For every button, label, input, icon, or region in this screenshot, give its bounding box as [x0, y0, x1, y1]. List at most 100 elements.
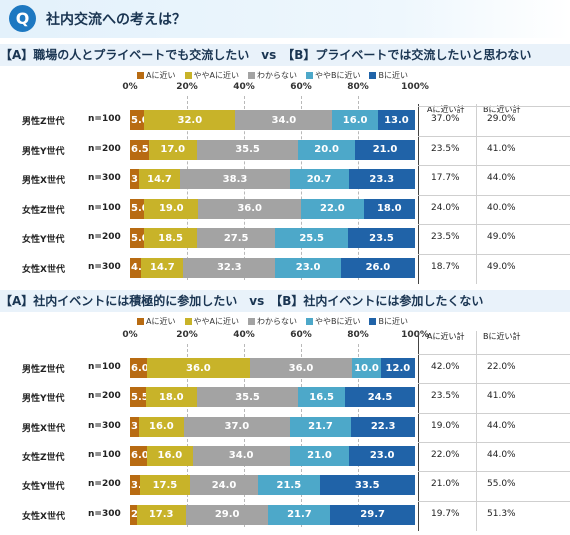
bar-value-label: 36.0	[237, 203, 263, 214]
table-cell-b-total: 44.0%	[487, 173, 516, 183]
bar-value-label: 29.7	[360, 509, 385, 520]
table-divider	[418, 104, 419, 284]
bar-segment: 2.3	[130, 504, 137, 525]
row-label: 女性X世代	[22, 264, 65, 275]
stacked-bar: 6.5 17.0 35.5 20.0 21.0	[130, 139, 415, 160]
table-cell-b-total: 55.0%	[487, 479, 516, 490]
stacked-bar: 5.0 19.0 36.0 22.0 18.0	[130, 198, 415, 219]
table-cell-b-total: 41.0%	[487, 391, 516, 402]
bar-segment: 33.5	[319, 475, 415, 496]
bar-value-label: 17.5	[152, 479, 178, 491]
bar-segment: 16.0	[332, 110, 378, 130]
table-row-line	[418, 135, 570, 137]
bar-segment: 38.3	[180, 169, 290, 189]
table-cell-b-total: 44.0%	[487, 420, 516, 431]
x-tick-label: 20%	[176, 330, 198, 340]
legend-item: ややBに近い	[305, 316, 361, 327]
bar-value-label: 23.3	[369, 173, 395, 185]
bar-value-label: 34.0	[271, 114, 297, 126]
table-cell-a-total: 21.0%	[431, 479, 460, 490]
bar-segment: 3.0	[130, 169, 139, 189]
row-label: 男性Z世代	[22, 365, 65, 375]
x-tick-label: 100%	[401, 330, 429, 340]
bar-segment: 36.0	[198, 198, 301, 219]
legend-label: ややBに近い	[314, 316, 361, 326]
bar-value-label: 22.0	[319, 203, 345, 214]
bar-value-label: 21.0	[372, 144, 398, 155]
table-cell-a-total: 24.0%	[431, 202, 460, 213]
bar-segment: 5.0	[130, 228, 145, 248]
bar-segment: 35.5	[196, 387, 299, 408]
table-header: Bに近い計	[483, 332, 521, 341]
bar-value-label: 16.0	[149, 421, 174, 433]
bar-segment: 21.7	[289, 416, 352, 437]
row-label: 女性Z世代	[22, 452, 65, 463]
bar-value-label: 3.0	[131, 173, 139, 185]
x-tick-label: 40%	[233, 330, 255, 340]
row-n-label: n=200	[88, 232, 121, 242]
x-tick-label: 80%	[347, 330, 369, 340]
table-divider	[476, 104, 477, 284]
bar-segment: 26.0	[340, 257, 415, 278]
question-header: Q 社内交流への考えは？	[0, 0, 570, 38]
row-n-label: n=200	[88, 391, 121, 402]
table-row-line	[418, 194, 570, 196]
bar-segment: 29.7	[330, 504, 415, 525]
table-cell-a-total: 19.7%	[431, 508, 460, 519]
row-n-label: n=200	[88, 479, 121, 490]
stacked-bar: 3.0 16.0 37.0 21.7 22.3	[130, 416, 415, 437]
bar-segment: 25.5	[275, 228, 349, 248]
row-label: 男性X世代	[22, 423, 65, 434]
stacked-bar: 3.0 14.7 38.3 20.7 23.3	[130, 169, 415, 189]
bar-value-label: 37.0	[224, 421, 250, 433]
bar-segment: 18.5	[144, 228, 197, 248]
x-tick-label: 60%	[290, 330, 312, 340]
legend-label: ややBに近い	[314, 70, 361, 80]
table-row-line	[418, 500, 570, 502]
bar-value-label: 35.5	[235, 144, 260, 155]
bar-segment: 5.5	[130, 387, 146, 408]
row-n-label: n=300	[88, 173, 121, 183]
table-header: Bに近い計	[483, 105, 521, 114]
legend-swatch	[305, 317, 313, 325]
legend-item: Bに近い	[369, 316, 408, 327]
bar-value-label: 34.0	[228, 450, 254, 462]
x-tick-label: 0%	[122, 82, 138, 92]
bar-value-label: 35.5	[235, 391, 260, 403]
bar-segment: 5.0	[130, 110, 145, 130]
table-header: Aに近い計	[427, 105, 465, 114]
bar-segment: 36.0	[147, 358, 250, 378]
bar-value-label: 5.5	[131, 391, 146, 403]
bar-value-label: 24.5	[367, 391, 393, 403]
legend-label: わからない	[256, 70, 297, 80]
bar-value-label: 23.0	[369, 450, 395, 462]
table-cell-b-total: 44.0%	[487, 449, 516, 460]
row-n-label: n=300	[88, 261, 121, 272]
legend-item: わからない	[247, 70, 297, 81]
table-cell-a-total: 22.0%	[431, 449, 460, 460]
stacked-bar: 6.0 16.0 34.0 21.0 23.0	[130, 445, 415, 466]
question-title: 社内交流への考えは？	[46, 12, 186, 28]
bar-segment: 16.0	[138, 416, 185, 437]
legend-swatch	[184, 71, 192, 79]
table-row-line	[418, 412, 570, 414]
bar-segment: 4.0	[130, 257, 142, 278]
row-label: 女性Y世代	[22, 482, 65, 493]
table-divider	[418, 331, 419, 531]
table-row-line	[418, 165, 570, 166]
table-cell-b-total: 29.0%	[487, 114, 516, 124]
bar-value-label: 24.0	[211, 479, 237, 491]
bar-segment: 21.5	[258, 475, 320, 496]
stacked-bar: 6.0 36.0 36.0 10.0 12.0	[130, 358, 415, 378]
bar-value-label: 29.0	[214, 509, 240, 520]
table-row-line	[418, 106, 570, 107]
bar-segment: 22.0	[300, 198, 364, 219]
row-n-label: n=100	[88, 362, 121, 372]
legend-item: ややBに近い	[305, 70, 361, 81]
table-cell-b-total: 41.0%	[487, 143, 516, 154]
legend-swatch	[369, 317, 377, 325]
bar-segment: 16.5	[298, 387, 346, 408]
bar-value-label: 26.0	[365, 262, 391, 273]
bar-segment: 36.0	[249, 358, 353, 378]
bar-value-label: 5.0	[131, 114, 144, 126]
